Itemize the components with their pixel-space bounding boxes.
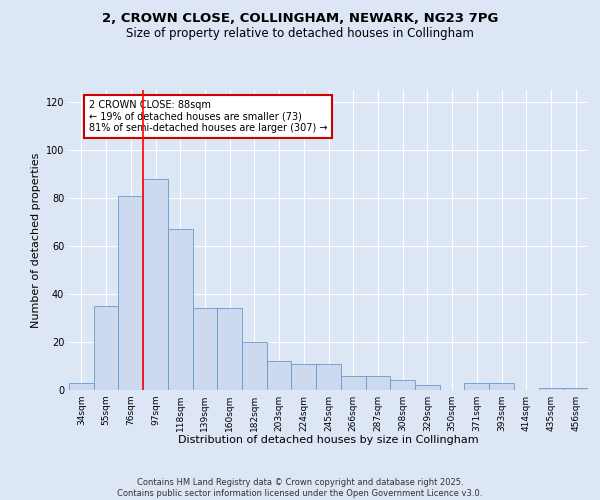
Bar — [118, 196, 143, 390]
Text: 2 CROWN CLOSE: 88sqm
← 19% of detached houses are smaller (73)
81% of semi-detac: 2 CROWN CLOSE: 88sqm ← 19% of detached h… — [89, 100, 327, 133]
Text: Contains HM Land Registry data © Crown copyright and database right 2025.
Contai: Contains HM Land Registry data © Crown c… — [118, 478, 482, 498]
Bar — [193, 308, 217, 390]
X-axis label: Distribution of detached houses by size in Collingham: Distribution of detached houses by size … — [178, 436, 479, 446]
Bar — [94, 306, 118, 390]
Bar — [143, 179, 168, 390]
Bar — [69, 383, 94, 390]
Y-axis label: Number of detached properties: Number of detached properties — [31, 152, 41, 328]
Bar — [365, 376, 390, 390]
Bar — [390, 380, 415, 390]
Bar — [242, 342, 267, 390]
Bar — [168, 229, 193, 390]
Bar — [292, 364, 316, 390]
Text: Size of property relative to detached houses in Collingham: Size of property relative to detached ho… — [126, 28, 474, 40]
Bar — [316, 364, 341, 390]
Bar — [415, 385, 440, 390]
Text: 2, CROWN CLOSE, COLLINGHAM, NEWARK, NG23 7PG: 2, CROWN CLOSE, COLLINGHAM, NEWARK, NG23… — [102, 12, 498, 26]
Bar — [563, 388, 588, 390]
Bar — [341, 376, 365, 390]
Bar — [539, 388, 563, 390]
Bar — [217, 308, 242, 390]
Bar — [267, 361, 292, 390]
Bar — [464, 383, 489, 390]
Bar — [489, 383, 514, 390]
